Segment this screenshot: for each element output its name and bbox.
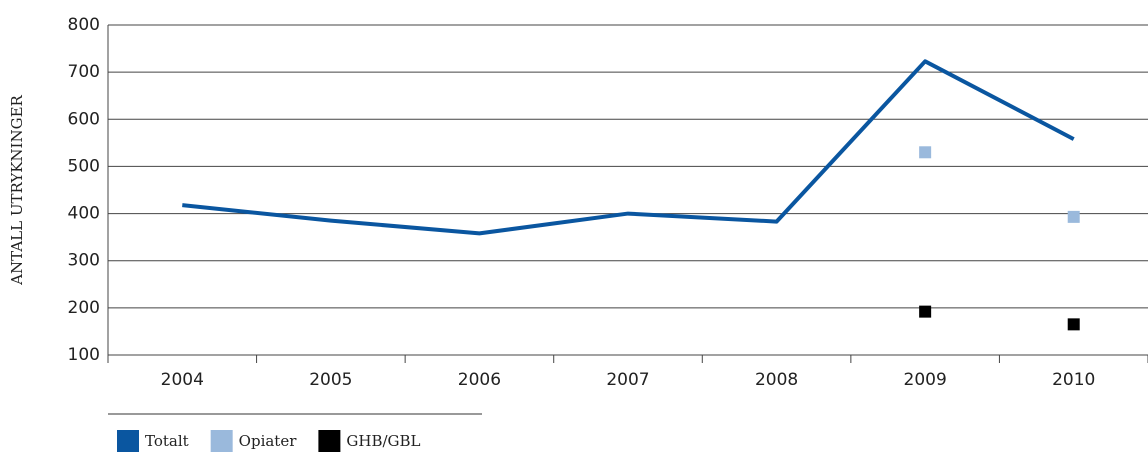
legend-swatch [117, 430, 139, 452]
x-tick-label: 2006 [458, 370, 501, 390]
series-marker [919, 305, 932, 318]
legend-label: GHB/GBL [346, 432, 420, 450]
y-tick-label: 300 [68, 251, 100, 271]
x-tick-label: 2010 [1052, 370, 1095, 390]
y-tick-label: 800 [68, 15, 100, 35]
x-tick-label: 2009 [904, 370, 947, 390]
y-tick-label: 100 [68, 345, 100, 365]
x-tick-label: 2007 [606, 370, 649, 390]
x-tick-label: 2008 [755, 370, 798, 390]
legend-swatch [318, 430, 341, 452]
x-tick-label: 2004 [161, 370, 204, 390]
series-marker [1067, 318, 1080, 331]
legend-label: Opiater [239, 432, 298, 450]
x-tick-label: 2005 [309, 370, 352, 390]
legend-swatch [210, 430, 233, 452]
y-tick-label: 500 [68, 156, 100, 176]
y-tick-label: 600 [68, 109, 100, 129]
y-tick-label: 200 [68, 298, 100, 318]
y-axis-label: ANTALL UTRYKNINGER [8, 94, 26, 285]
series-marker [1067, 210, 1080, 223]
series-marker [919, 146, 932, 159]
y-tick-label: 400 [68, 204, 100, 224]
series-line [182, 59, 1075, 236]
y-tick-label: 700 [68, 62, 100, 82]
legend-label: Totalt [145, 432, 189, 450]
